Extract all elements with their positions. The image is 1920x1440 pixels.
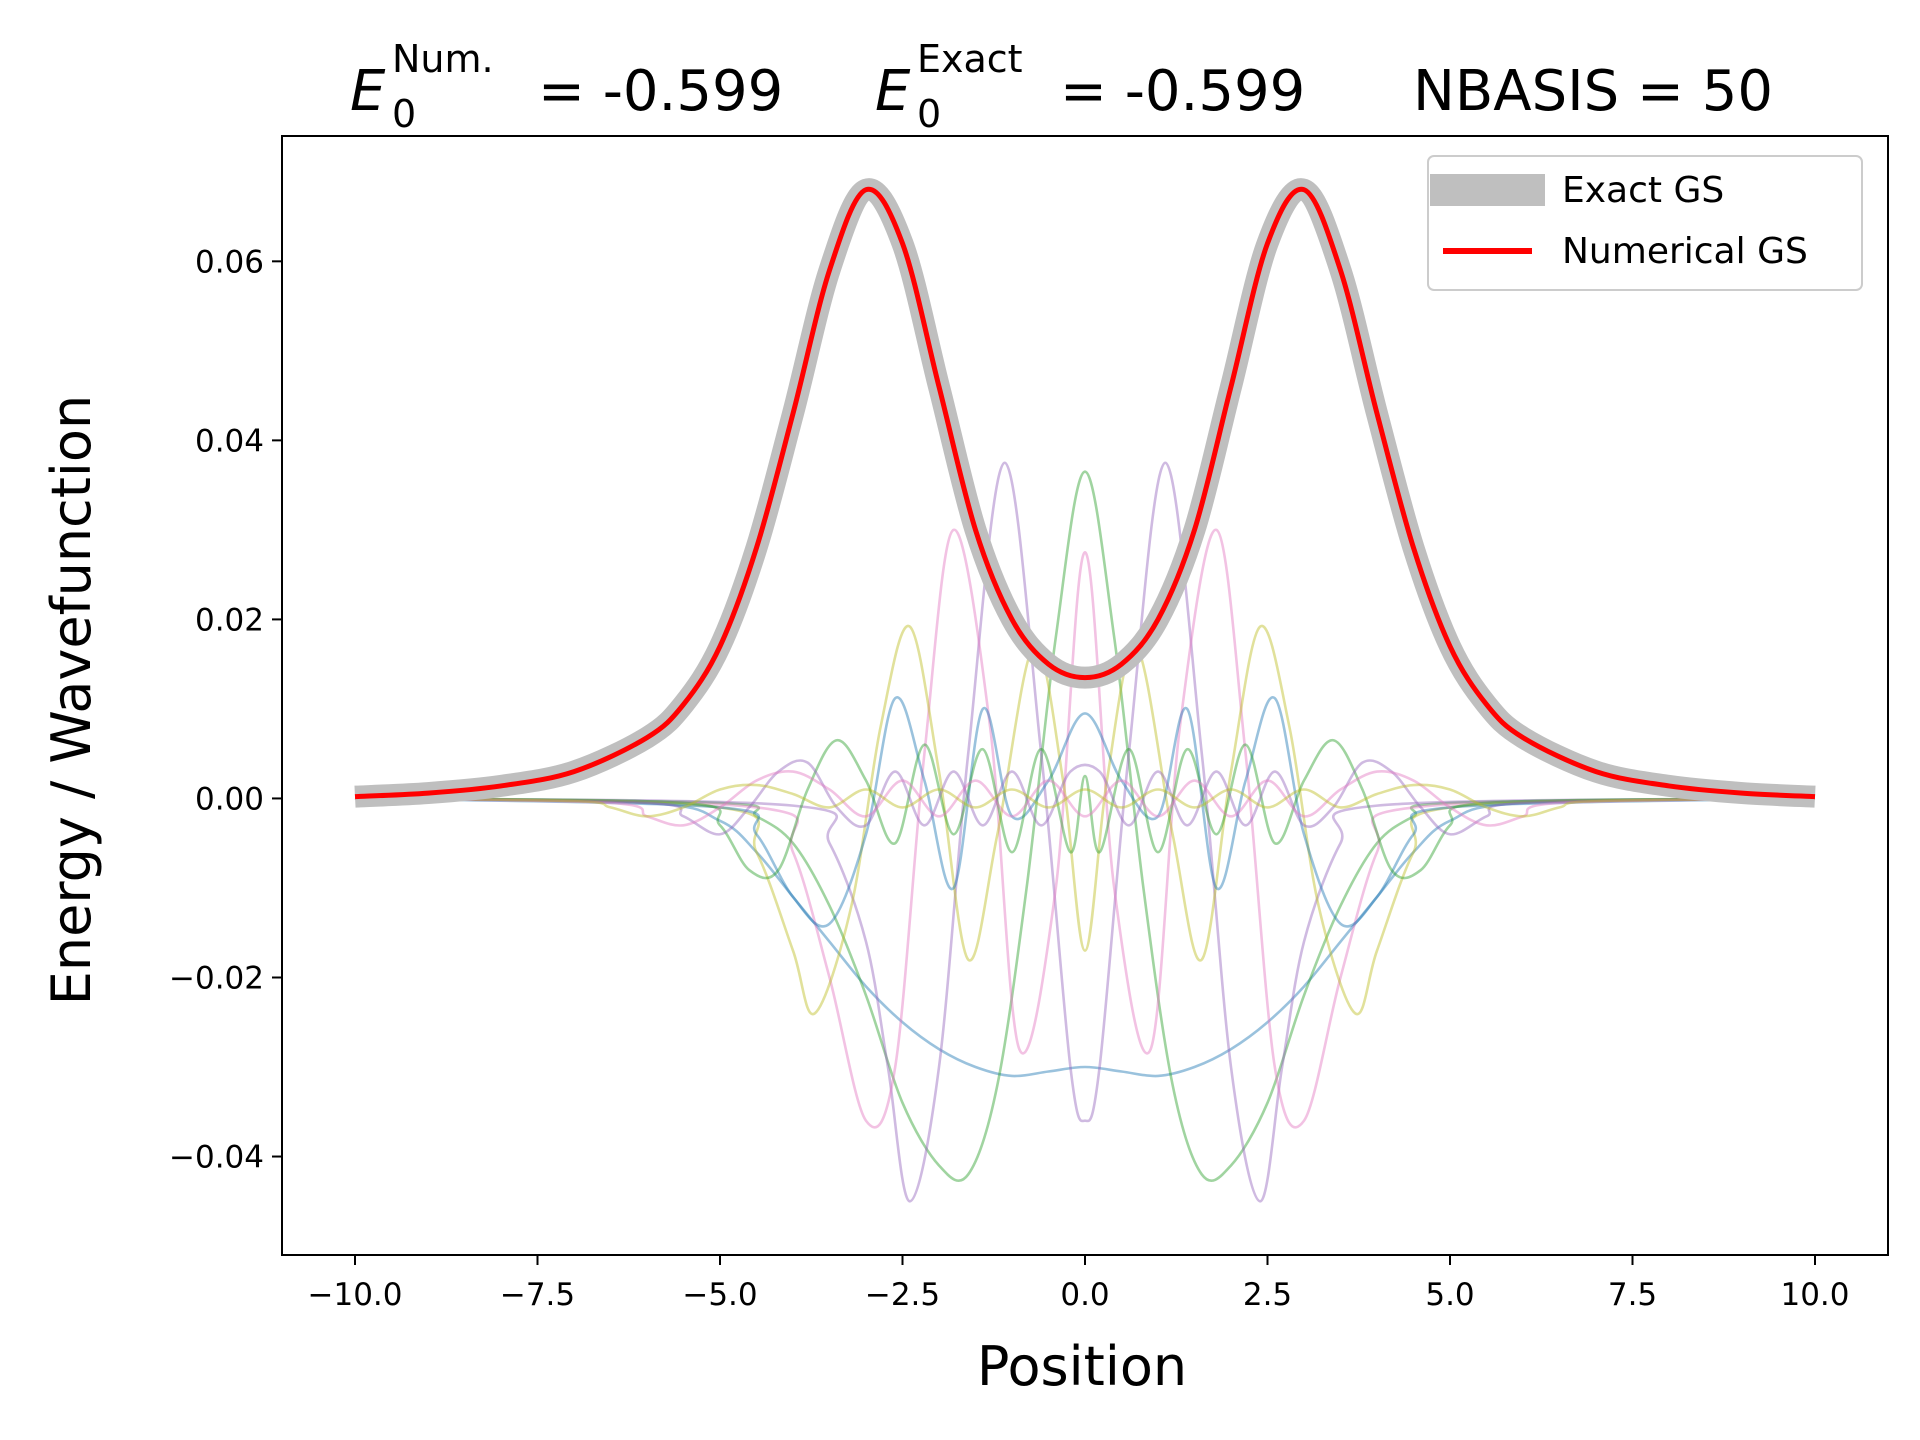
x-tick-label: −2.5 bbox=[865, 1277, 940, 1313]
basis-function-curve bbox=[354, 797, 1816, 1078]
ground-state-curves bbox=[354, 178, 1816, 808]
basis-function-curves bbox=[354, 461, 1816, 1203]
basis-function-curve bbox=[354, 770, 1816, 827]
numerical-gs-curve bbox=[354, 186, 1816, 800]
basis-function-curve bbox=[354, 528, 1816, 1129]
x-axis-label: Position bbox=[977, 1335, 1187, 1398]
title-e0-num-superscript: Num. bbox=[392, 37, 494, 81]
basis-function-curve bbox=[354, 470, 1816, 1182]
legend-label-numerical-gs: Numerical GS bbox=[1562, 231, 1808, 272]
basis-function-curve bbox=[354, 461, 1816, 1203]
title-e0-num-symbol: E bbox=[350, 59, 386, 124]
x-tick-label: −5.0 bbox=[682, 1277, 757, 1313]
y-tick-label: −0.04 bbox=[169, 1140, 264, 1176]
x-axis-ticks: −10.0 −7.5 −5.0 −2.5 0.0 2.5 5.0 7.5 10.0 bbox=[308, 1255, 1850, 1313]
plot-area bbox=[354, 178, 1816, 1203]
chart-title: E Num. 0 = -0.599 E Exact 0 = -0.599 NBA… bbox=[350, 37, 1773, 136]
x-tick-label: 7.5 bbox=[1608, 1277, 1657, 1313]
title-e0-exact-value: = -0.599 bbox=[1060, 59, 1305, 124]
y-tick-label: 0.04 bbox=[195, 423, 264, 459]
basis-function-curve bbox=[354, 738, 1816, 880]
y-tick-label: 0.00 bbox=[195, 781, 264, 817]
x-tick-label: −10.0 bbox=[308, 1277, 403, 1313]
x-tick-label: 2.5 bbox=[1243, 1277, 1292, 1313]
y-tick-label: −0.02 bbox=[169, 960, 264, 996]
basis-function-curve bbox=[354, 624, 1816, 1016]
x-tick-label: 0.0 bbox=[1060, 1277, 1109, 1313]
title-e0-exact-subscript: 0 bbox=[917, 92, 941, 136]
title-e0-exact-symbol: E bbox=[875, 59, 911, 124]
title-e0-num-value: = -0.599 bbox=[538, 59, 783, 124]
y-tick-label: 0.02 bbox=[195, 602, 264, 638]
basis-function-curve bbox=[354, 783, 1816, 818]
legend: Exact GS Numerical GS bbox=[1427, 155, 1863, 291]
x-tick-label: 5.0 bbox=[1425, 1277, 1474, 1313]
title-nbasis: NBASIS = 50 bbox=[1413, 59, 1773, 124]
basis-function-curve bbox=[354, 696, 1816, 928]
title-e0-num-subscript: 0 bbox=[392, 92, 416, 136]
legend-label-exact-gs: Exact GS bbox=[1562, 170, 1724, 211]
basis-function-curve bbox=[354, 759, 1816, 836]
y-tick-label: 0.06 bbox=[195, 244, 264, 280]
x-tick-label: −7.5 bbox=[500, 1277, 575, 1313]
y-axis-label: Energy / Wavefunction bbox=[40, 395, 103, 1005]
title-e0-exact-superscript: Exact bbox=[917, 37, 1023, 81]
y-axis-ticks: −0.04 −0.02 0.00 0.02 0.04 0.06 bbox=[169, 244, 282, 1176]
x-tick-label: 10.0 bbox=[1780, 1277, 1849, 1313]
